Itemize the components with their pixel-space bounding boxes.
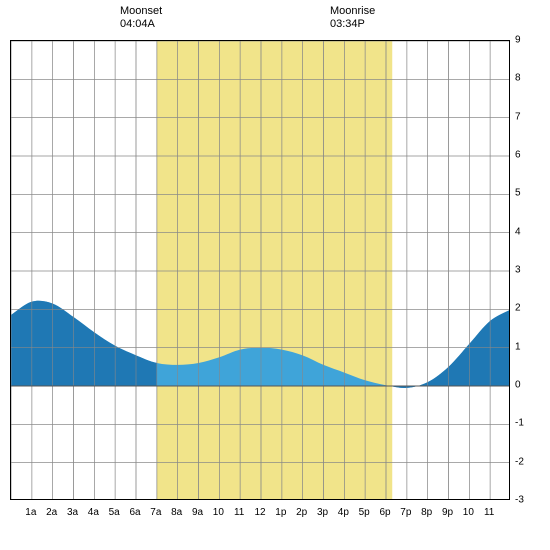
- x-axis-label: 7p: [400, 507, 411, 518]
- x-axis-label: 7a: [150, 507, 161, 518]
- x-axis-label: 10: [213, 507, 224, 518]
- moonset-time: 04:04A: [120, 18, 162, 31]
- x-axis-label: 9p: [442, 507, 453, 518]
- daylight-band: [157, 41, 392, 500]
- moonrise-annotation: Moonrise 03:34P: [330, 5, 375, 31]
- x-axis-labels: 1a 2a 3a 4a 5a 6a 7a 8a 9a 10 11 12 1p 2p 3p 4p 5p 6p 7p 8p…: [10, 507, 510, 527]
- y-axis-label: -3: [515, 495, 524, 506]
- y-axis-label: 5: [515, 188, 521, 199]
- moonset-title: Moonset: [120, 5, 162, 18]
- x-axis-label: 8p: [421, 507, 432, 518]
- y-axis-label: -2: [515, 456, 524, 467]
- x-axis-label: 9a: [192, 507, 203, 518]
- x-axis-label: 1p: [275, 507, 286, 518]
- x-axis-label: 2p: [296, 507, 307, 518]
- y-axis-labels: -3-2-10123456789: [515, 40, 545, 500]
- chart-svg: [11, 41, 510, 500]
- x-axis-label: 6p: [379, 507, 390, 518]
- moonset-annotation: Moonset 04:04A: [120, 5, 162, 31]
- y-axis-label: 6: [515, 150, 521, 161]
- x-axis-label: 11: [484, 507, 494, 518]
- y-axis-label: 8: [515, 73, 521, 84]
- x-axis-label: 2a: [46, 507, 57, 518]
- x-axis-label: 5a: [109, 507, 120, 518]
- y-axis-label: 3: [515, 265, 521, 276]
- y-axis-label: 9: [515, 35, 521, 46]
- x-axis-label: 3a: [67, 507, 78, 518]
- x-axis-label: 5p: [359, 507, 370, 518]
- x-axis-label: 11: [234, 507, 244, 518]
- x-axis-label: 6a: [129, 507, 140, 518]
- x-axis-label: 8a: [171, 507, 182, 518]
- x-axis-label: 3p: [317, 507, 328, 518]
- moonrise-time: 03:34P: [330, 18, 375, 31]
- y-axis-label: 7: [515, 111, 521, 122]
- y-axis-label: 1: [515, 341, 521, 352]
- x-axis-label: 10: [463, 507, 474, 518]
- y-axis-label: -1: [515, 418, 524, 429]
- x-axis-label: 12: [254, 507, 265, 518]
- chart-plot-area: [10, 40, 510, 500]
- tide-chart-container: Moonset 04:04A Moonrise 03:34P 1a 2a 3a 4a 5…: [0, 0, 550, 550]
- y-axis-label: 0: [515, 380, 521, 391]
- x-axis-label: 4a: [88, 507, 99, 518]
- y-axis-label: 2: [515, 303, 521, 314]
- x-axis-label: 4p: [338, 507, 349, 518]
- x-axis-label: 1a: [25, 507, 36, 518]
- y-axis-label: 4: [515, 226, 521, 237]
- moonrise-title: Moonrise: [330, 5, 375, 18]
